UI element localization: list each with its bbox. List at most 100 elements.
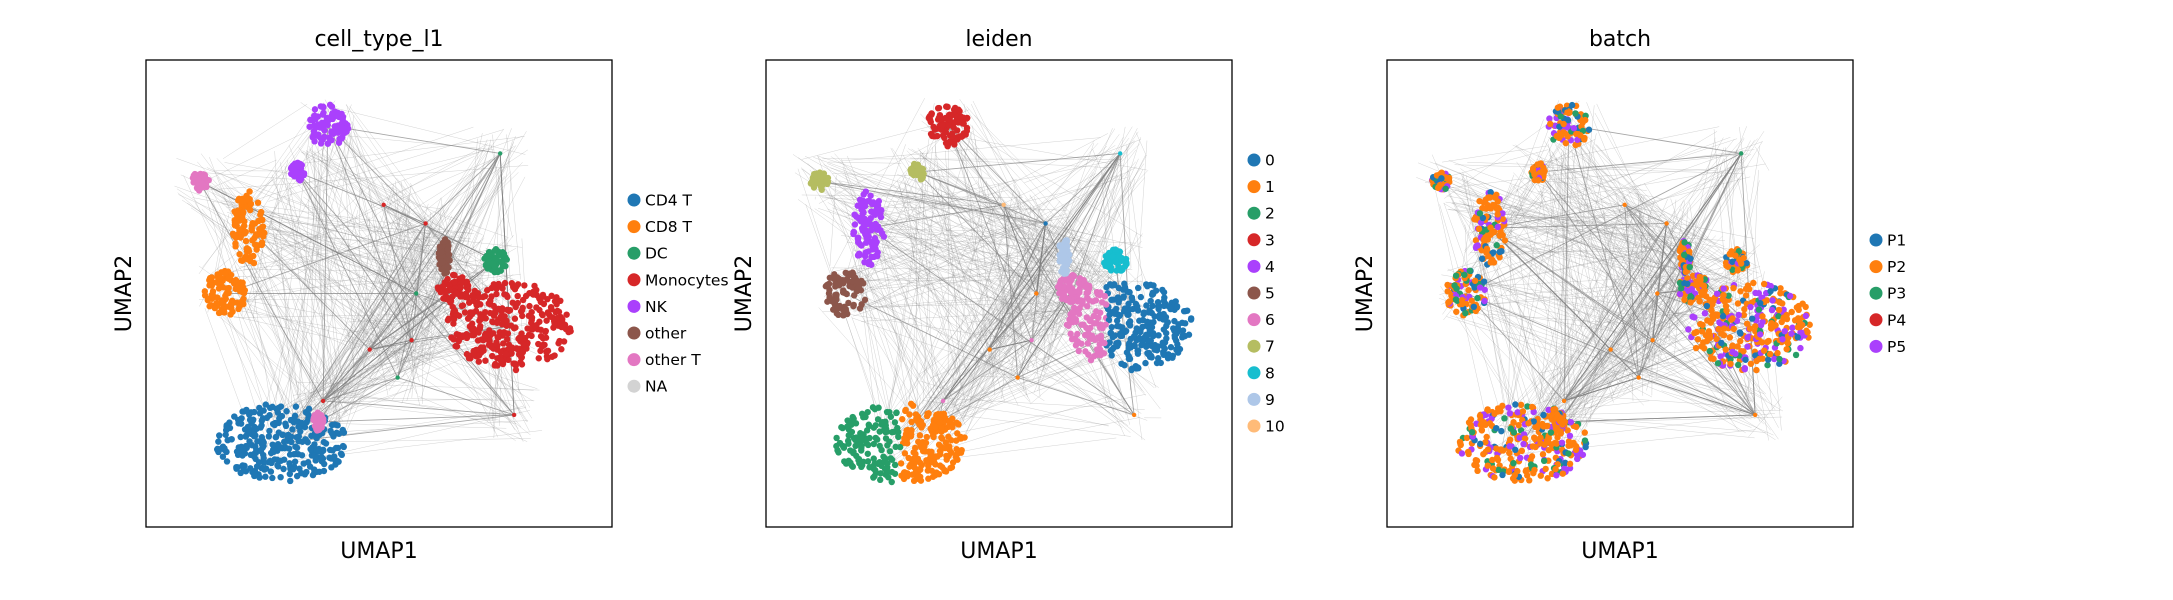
panel-title: leiden bbox=[965, 27, 1032, 52]
legend-label: 3 bbox=[1265, 231, 1275, 249]
legend-swatch bbox=[627, 353, 641, 367]
graph-node bbox=[320, 398, 326, 404]
cluster-cd8b bbox=[850, 188, 888, 268]
y-axis-label: UMAP2 bbox=[732, 255, 757, 332]
graph-node bbox=[1752, 412, 1758, 418]
legend-swatch bbox=[627, 326, 641, 340]
legend-label: NK bbox=[645, 298, 668, 316]
cluster-cd8b bbox=[1471, 189, 1509, 268]
graph-edges bbox=[1416, 100, 1784, 471]
cluster-monot bbox=[1054, 271, 1093, 306]
legend-label: P3 bbox=[1887, 285, 1906, 303]
legend-swatch bbox=[1247, 392, 1261, 406]
cluster-nk bbox=[1545, 101, 1593, 149]
panel-leiden: leiden UMAP1 UMAP2 0 1 2 3 4 5 6 7 8 9 10 bbox=[732, 27, 1285, 564]
cluster-dc bbox=[1101, 246, 1130, 274]
legend-label: Monocytes bbox=[645, 271, 729, 289]
cluster-cd8a bbox=[822, 269, 869, 319]
graph-node bbox=[1001, 202, 1006, 207]
panel-title: cell_type_l1 bbox=[314, 27, 443, 52]
cluster-nk2 bbox=[1528, 160, 1548, 184]
graph-node bbox=[987, 347, 992, 352]
graph-node bbox=[1655, 291, 1660, 296]
cluster-cd4 bbox=[833, 400, 968, 486]
legend-label: CD4 T bbox=[645, 192, 693, 210]
graph-node bbox=[1608, 347, 1613, 352]
cluster-cd8a bbox=[1444, 267, 1488, 319]
graph-node bbox=[1015, 375, 1020, 380]
cluster-othT bbox=[189, 170, 212, 194]
legend-swatch bbox=[1247, 339, 1261, 353]
y-axis-label: UMAP2 bbox=[1353, 255, 1378, 332]
legend-swatch bbox=[1247, 233, 1261, 247]
legend-label: P4 bbox=[1887, 311, 1906, 329]
cluster-dc bbox=[481, 246, 510, 276]
cluster-cd4 bbox=[214, 401, 348, 485]
legend-swatch bbox=[627, 379, 641, 393]
cluster-othT bbox=[1428, 169, 1453, 193]
legend-label: 5 bbox=[1265, 285, 1275, 303]
x-axis-label: UMAP1 bbox=[960, 539, 1037, 564]
x-axis-label: UMAP1 bbox=[1581, 539, 1658, 564]
legend-swatch bbox=[1247, 419, 1261, 433]
plot-frame bbox=[1386, 59, 1854, 528]
legend-swatch bbox=[1247, 180, 1261, 194]
legend-swatch bbox=[627, 193, 641, 207]
plot-frame bbox=[765, 59, 1233, 528]
cluster-othT bbox=[807, 169, 832, 193]
legend-label: P2 bbox=[1887, 258, 1906, 276]
graph-node bbox=[1650, 338, 1655, 343]
legend-swatch bbox=[1247, 259, 1261, 273]
legend-swatch bbox=[1247, 313, 1261, 327]
graph-node bbox=[1664, 221, 1669, 226]
graph-node bbox=[1561, 398, 1567, 404]
cluster-oth bbox=[1056, 237, 1073, 277]
graph-node bbox=[409, 338, 414, 343]
graph-node bbox=[381, 202, 386, 207]
cluster-othT2 bbox=[310, 409, 327, 434]
legend-swatch bbox=[1247, 206, 1261, 220]
legend-swatch bbox=[627, 246, 641, 260]
graph-node bbox=[1043, 221, 1048, 226]
legend-label: NA bbox=[645, 378, 668, 396]
legend-label: 4 bbox=[1265, 258, 1275, 276]
panel-title: batch bbox=[1589, 27, 1651, 52]
cluster-mono bbox=[1685, 279, 1813, 374]
cluster-othT2 bbox=[930, 410, 947, 434]
legend-label: 6 bbox=[1265, 311, 1275, 329]
cluster-cd4 bbox=[1455, 401, 1590, 484]
graph-node bbox=[1636, 375, 1641, 380]
legend-label: other bbox=[645, 325, 687, 343]
legend-swatch bbox=[1247, 153, 1261, 167]
legend-label: 10 bbox=[1265, 418, 1285, 436]
cluster-cd8a bbox=[201, 267, 249, 318]
legend-label: 8 bbox=[1265, 364, 1275, 382]
cluster-mono bbox=[444, 279, 574, 374]
legend-swatch bbox=[627, 220, 641, 234]
cluster-oth bbox=[435, 236, 453, 277]
graph-node bbox=[1131, 412, 1137, 418]
legend-label: 0 bbox=[1265, 152, 1275, 170]
cluster-oth bbox=[1676, 238, 1694, 277]
graph-node bbox=[1117, 151, 1123, 156]
cluster-cd8b bbox=[229, 188, 268, 267]
legend: CD4 T CD8 T DC Monocytes NK other other T NA bbox=[627, 192, 729, 396]
graph-edges bbox=[174, 99, 543, 471]
cluster-monot bbox=[434, 271, 472, 306]
graph-node bbox=[1622, 202, 1627, 207]
legend-swatch bbox=[1247, 366, 1261, 380]
graph-node bbox=[511, 412, 517, 418]
graph-node bbox=[497, 151, 503, 156]
legend-swatch bbox=[1869, 286, 1883, 300]
panel-cell_type_l1: cell_type_l1 UMAP1 UMAP2 CD4 T CD8 T DC Monocy… bbox=[112, 27, 729, 564]
cluster-nk bbox=[306, 101, 352, 147]
legend: 0 1 2 3 4 5 6 7 8 9 10 bbox=[1247, 152, 1285, 436]
cluster-mono bbox=[1063, 280, 1195, 374]
plot-frame bbox=[145, 59, 613, 528]
x-axis-label: UMAP1 bbox=[340, 539, 417, 564]
graph-node bbox=[414, 291, 419, 296]
legend-label: 7 bbox=[1265, 338, 1275, 356]
y-axis-label: UMAP2 bbox=[112, 255, 137, 332]
cluster-nk2 bbox=[907, 160, 927, 183]
legend-swatch bbox=[1869, 233, 1883, 247]
